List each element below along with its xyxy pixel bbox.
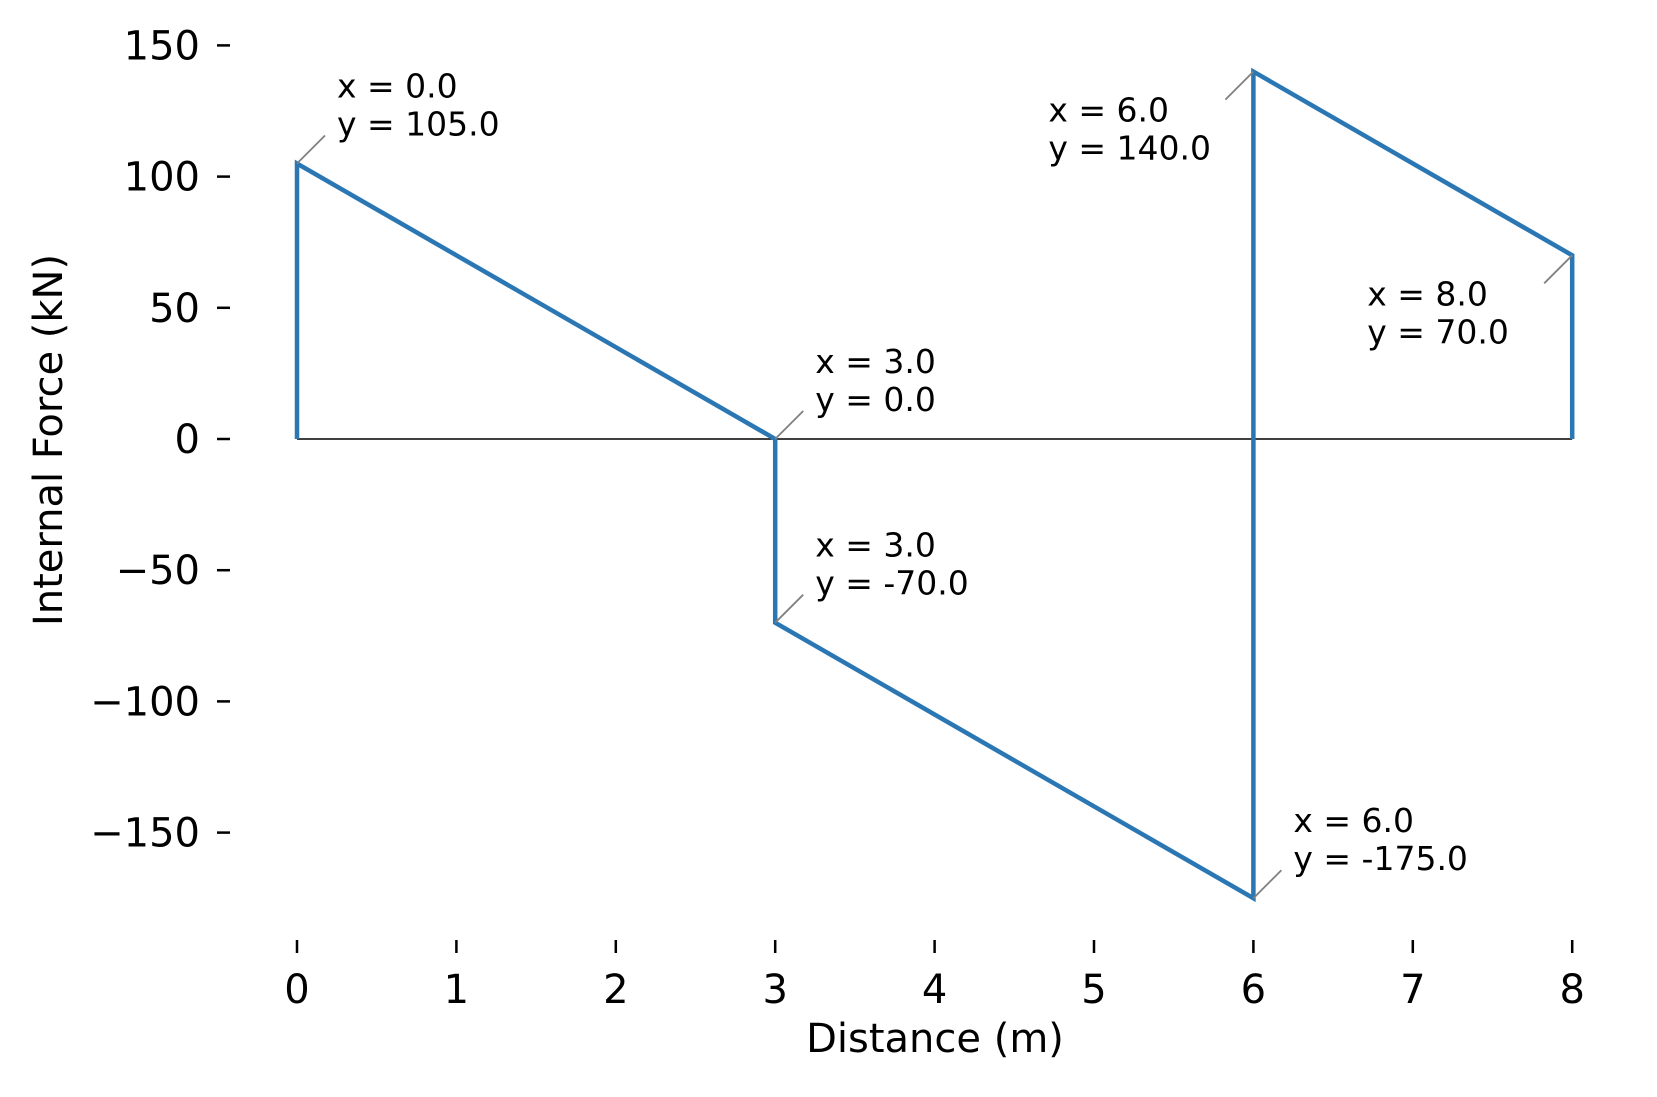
- y-axis: 150 100 50 0 −50 −100 −150: [90, 23, 230, 857]
- x-tick-label: 3: [762, 967, 787, 1013]
- point-annotation: x = 3.0y = -70.0: [774, 526, 969, 624]
- plot-area: [294, 67, 1575, 903]
- annotation-x-text: x = 0.0: [337, 66, 458, 105]
- point-annotation: x = 3.0y = 0.0: [774, 342, 936, 440]
- annotation-y-text: y = 140.0: [1048, 129, 1211, 168]
- annotation-x-text: x = 3.0: [815, 526, 936, 565]
- annotations: x = 0.0y = 105.0x = 3.0y = 0.0x = 3.0y =…: [296, 66, 1573, 899]
- y-tick-label: 0: [175, 417, 200, 463]
- annotation-leader: [1252, 869, 1283, 899]
- annotation-leader: [1224, 71, 1255, 101]
- annotation-leader: [774, 410, 804, 440]
- x-tick-label: 6: [1241, 967, 1266, 1013]
- point-annotation: x = 6.0y = 140.0: [1048, 71, 1255, 168]
- y-tick-label: −150: [90, 811, 200, 857]
- x-tick-label: 7: [1400, 967, 1425, 1013]
- y-tick-label: −50: [116, 548, 200, 594]
- y-tick-label: −100: [90, 679, 200, 725]
- x-tick-label: 4: [922, 967, 947, 1013]
- x-tick-label: 8: [1559, 967, 1584, 1013]
- annotation-x-text: x = 6.0: [1293, 801, 1414, 840]
- x-tick-label: 0: [284, 967, 309, 1013]
- annotation-x-text: x = 6.0: [1048, 91, 1169, 130]
- point-annotation: x = 0.0y = 105.0: [296, 66, 500, 165]
- x-axis-label: Distance (m): [806, 1016, 1064, 1062]
- annotation-y-text: y = -70.0: [815, 564, 969, 603]
- annotation-leader: [296, 134, 326, 165]
- point-annotation: x = 8.0y = 70.0: [1367, 254, 1573, 351]
- annotation-y-text: y = -175.0: [1293, 839, 1468, 878]
- point-annotation: x = 6.0y = -175.0: [1252, 801, 1468, 899]
- y-tick-label: 50: [149, 286, 200, 332]
- y-axis-label: Internal Force (kN): [26, 254, 72, 626]
- y-tick-label: 100: [124, 155, 200, 201]
- annotation-y-text: y = 70.0: [1367, 312, 1509, 351]
- annotation-leader: [774, 594, 804, 624]
- x-axis: 0 1 2 3 4 5 6 7 8: [284, 940, 1585, 1013]
- x-tick-label: 5: [1081, 967, 1106, 1013]
- annotation-x-text: x = 8.0: [1367, 274, 1488, 313]
- series-line: [294, 67, 1575, 903]
- annotation-y-text: y = 105.0: [337, 104, 500, 143]
- x-tick-label: 2: [603, 967, 628, 1013]
- annotation-y-text: y = 0.0: [815, 380, 936, 419]
- y-tick-label: 150: [124, 23, 200, 69]
- annotation-x-text: x = 3.0: [815, 342, 936, 381]
- annotation-leader: [1543, 254, 1573, 284]
- x-tick-label: 1: [444, 967, 469, 1013]
